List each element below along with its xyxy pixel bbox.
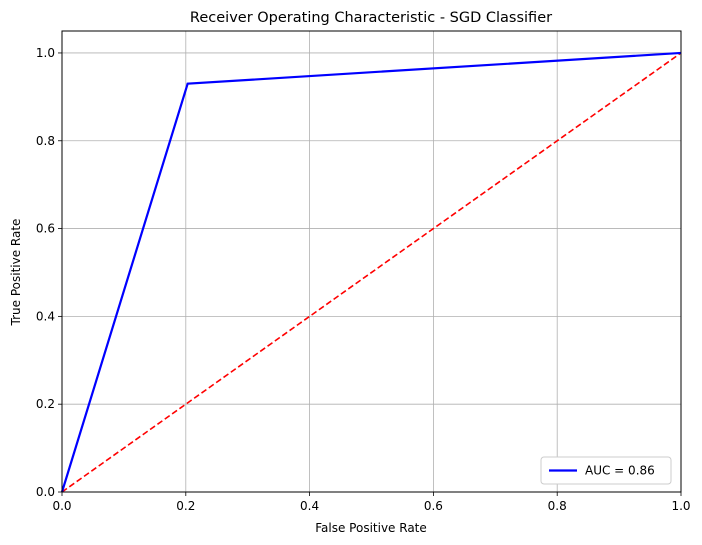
- series-group: [60, 51, 682, 493]
- y-tick-label: 0.6: [36, 222, 55, 236]
- y-tick-label: 0.0: [36, 485, 55, 499]
- plot-frame: [61, 30, 682, 493]
- legend-box: [540, 456, 672, 485]
- legend: AUC = 0.86: [540, 456, 672, 485]
- chart-title: Receiver Operating Characteristic - SGD …: [190, 10, 552, 26]
- x-axis-label: False Positive Rate: [315, 521, 427, 535]
- x-axis-ticks: 0.0 0.2 0.4 0.6 0.8 1.0: [52, 492, 691, 513]
- grid: [61, 31, 682, 493]
- legend-label: AUC = 0.86: [585, 464, 655, 478]
- roc-curve-line: [60, 51, 682, 493]
- x-tick-label: 0.6: [424, 499, 443, 513]
- x-tick-label: 0.0: [52, 499, 71, 513]
- y-axis-label: True Positive Rate: [9, 219, 23, 327]
- x-tick-label: 0.4: [300, 499, 319, 513]
- y-tick-label: 0.8: [36, 134, 55, 148]
- y-tick-label: 0.4: [36, 309, 55, 323]
- y-tick-label: 0.2: [36, 397, 55, 411]
- y-tick-label: 1.0: [36, 46, 55, 60]
- x-tick-label: 0.8: [548, 499, 567, 513]
- x-tick-label: 0.2: [176, 499, 195, 513]
- y-axis-ticks: 0.0 0.2 0.4 0.6 0.8 1.0: [36, 46, 62, 499]
- random-baseline-line: [61, 52, 682, 493]
- x-tick-label: 1.0: [671, 499, 690, 513]
